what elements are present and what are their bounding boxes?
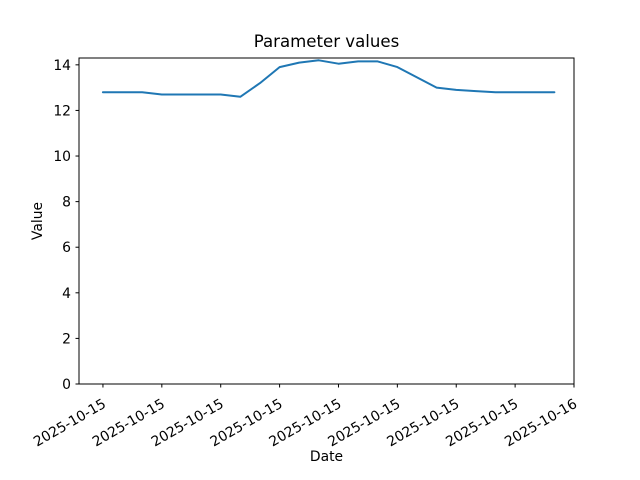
y-axis: 0 2 4 6 8 10 12 14 [53,58,79,393]
y-tick-label: 0 [62,377,71,393]
y-tick-label: 6 [62,240,71,256]
chart-title: Parameter values [254,32,400,51]
y-tick-label: 14 [53,58,71,74]
data-series-group [101,59,556,98]
data-line [101,59,556,98]
y-axis-label: Value [30,202,46,240]
plot-area [78,57,575,385]
y-tick-label: 4 [62,286,71,302]
x-axis: 2025-10-152025-10-152025-10-152025-10-15… [31,384,580,450]
y-tick-label: 8 [62,195,71,211]
y-tick-label: 12 [53,103,71,119]
y-tick-label: 10 [53,149,71,165]
x-axis-label: Date [310,449,343,465]
y-tick-label: 2 [62,331,71,347]
